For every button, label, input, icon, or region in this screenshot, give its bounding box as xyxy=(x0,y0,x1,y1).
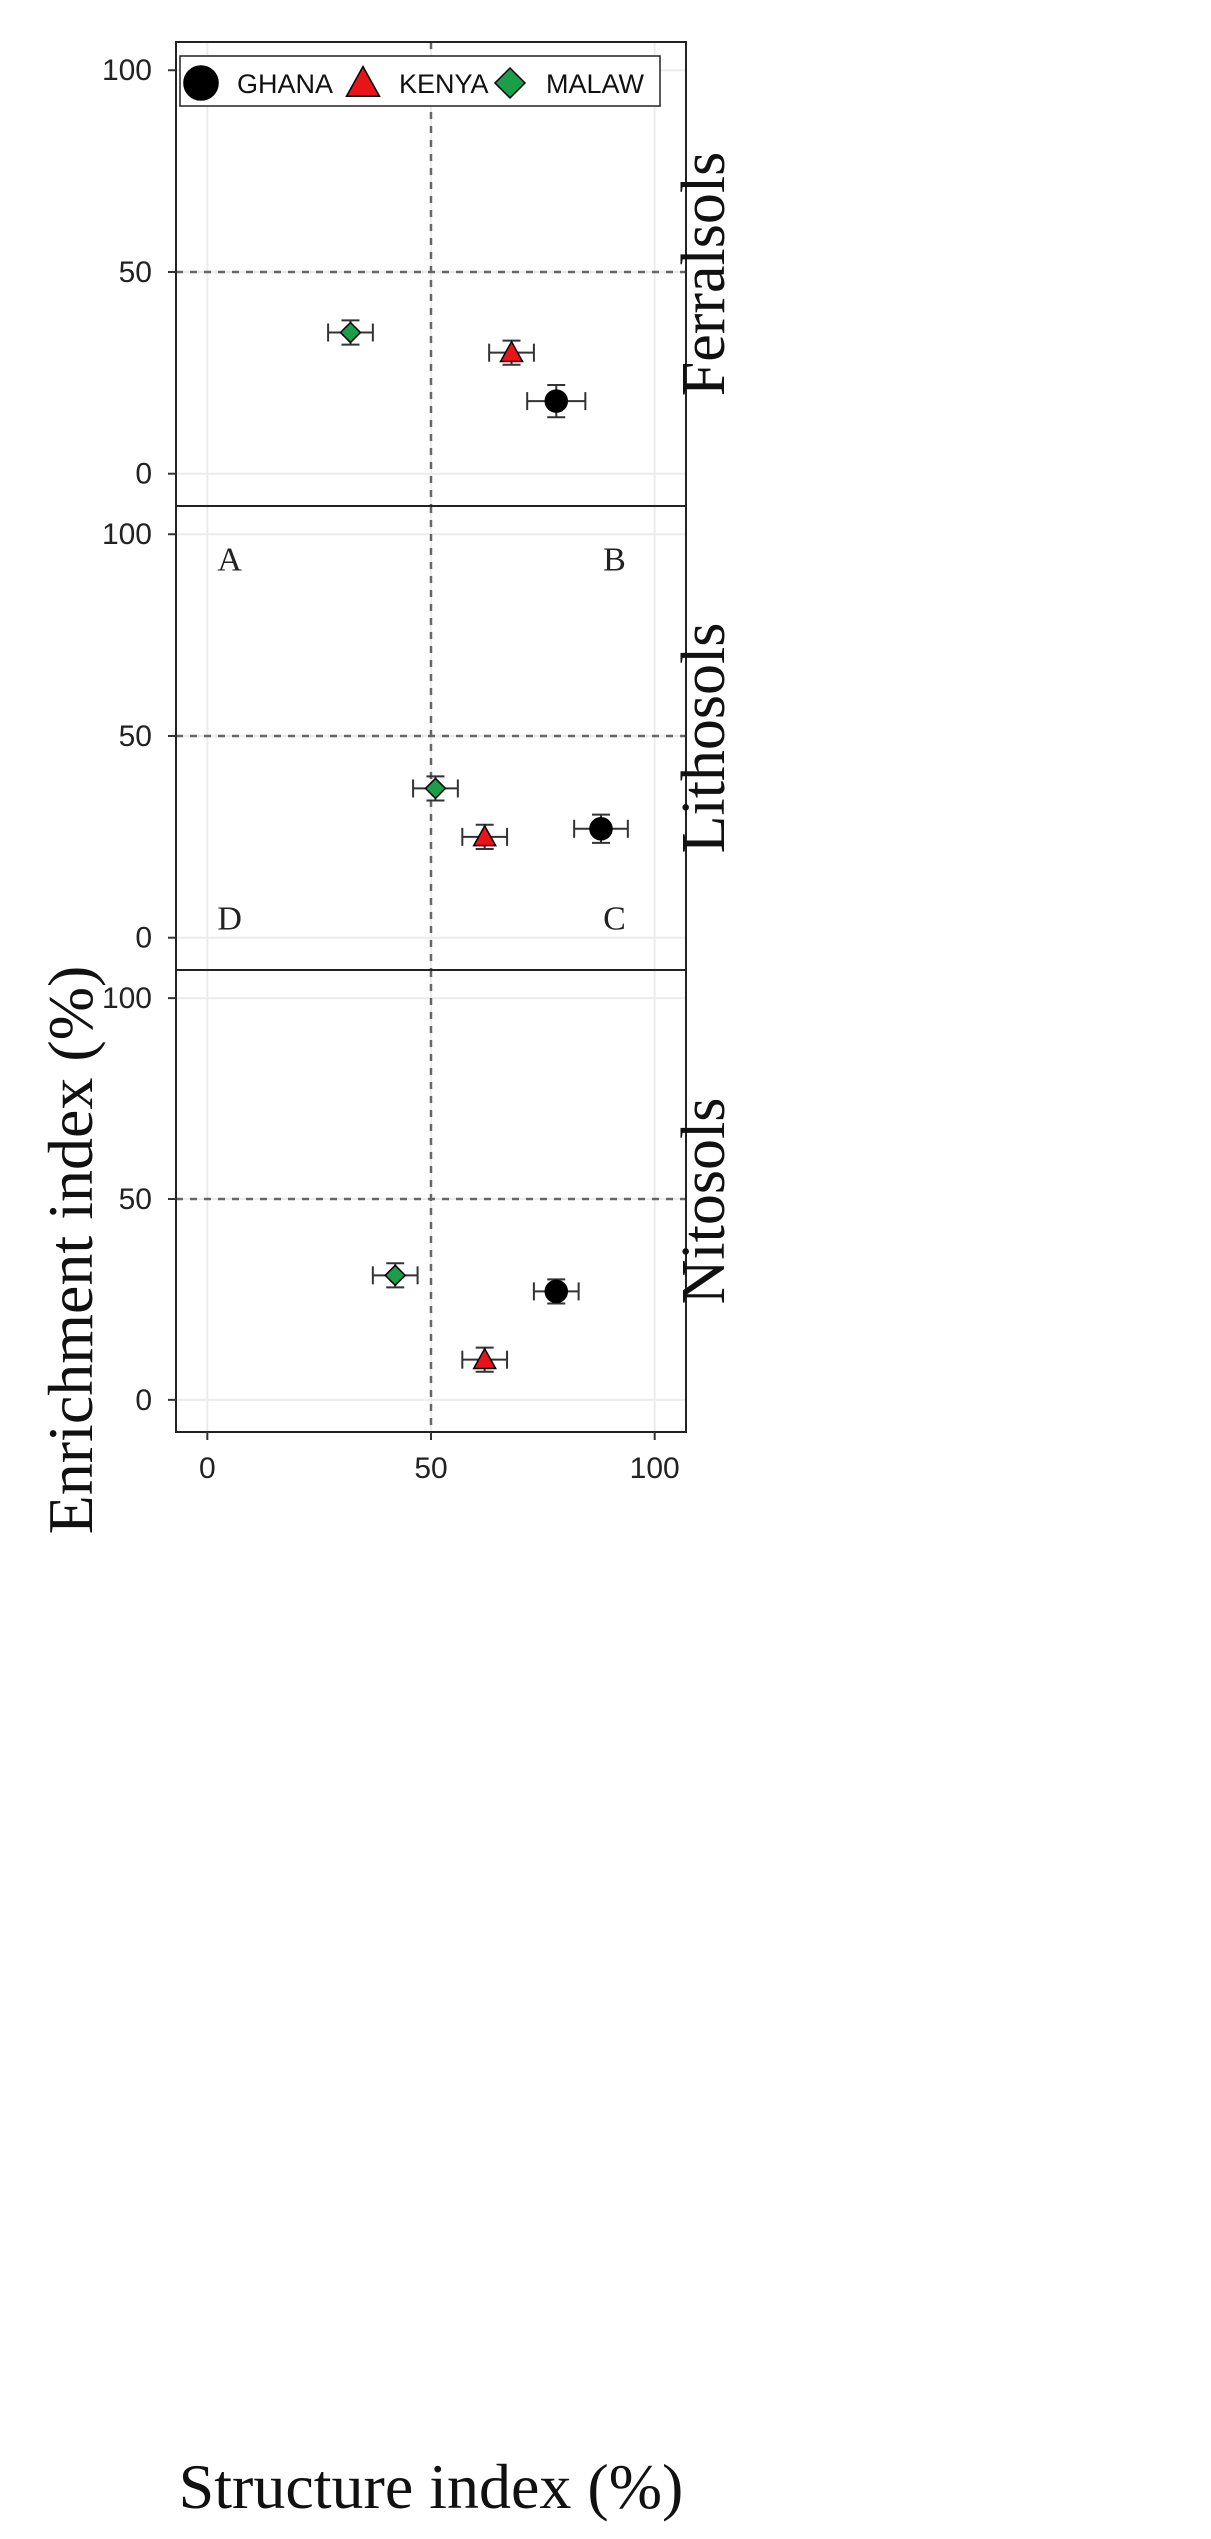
y-tick-label: 0 xyxy=(135,922,152,955)
y-tick-label: 50 xyxy=(119,1183,152,1216)
y-tick-label: 100 xyxy=(102,518,152,551)
quadrant-label-a: A xyxy=(217,541,242,578)
x-tick-label: 50 xyxy=(414,1452,447,1485)
x-tick-label: 100 xyxy=(630,1452,680,1485)
marker-kenya xyxy=(499,340,524,363)
legend-marker-kenya xyxy=(345,64,381,97)
y-tick-label: 100 xyxy=(102,54,152,87)
legend-label-ghana: GHANA xyxy=(237,69,333,99)
legend-entry-kenya: KENYA xyxy=(345,64,489,99)
data-point-malaw xyxy=(327,319,374,346)
legend-label-kenya: KENYA xyxy=(399,69,489,99)
x-axis-title: Structure index (%) xyxy=(179,2451,684,2522)
quadrant-label-c: C xyxy=(603,901,626,938)
strip-label-nitosols: Nitosols xyxy=(670,1098,738,1305)
data-point-kenya xyxy=(461,1346,509,1373)
legend-box xyxy=(179,55,661,107)
marker-ghana xyxy=(544,1279,569,1304)
y-tick-label: 100 xyxy=(102,982,152,1015)
y-tick-label: 0 xyxy=(135,1384,152,1417)
data-point-ghana xyxy=(526,383,587,419)
marker-malaw xyxy=(339,321,362,344)
marker-malaw xyxy=(424,777,447,800)
y-tick-label: 50 xyxy=(119,256,152,289)
strip-label-ferralsols: Ferralsols xyxy=(670,152,738,397)
x-tick-label: 0 xyxy=(199,1452,216,1485)
data-point-kenya xyxy=(488,339,535,366)
panel-nitosols: 0 50 100 Nitosols xyxy=(102,969,738,1433)
y-tick-label: 0 xyxy=(135,458,152,491)
legend: GHANA KENYA MALAW xyxy=(179,55,661,107)
legend-marker-ghana xyxy=(183,65,219,101)
marker-ghana xyxy=(544,389,569,413)
quadrant-label-d: D xyxy=(217,901,242,938)
marker-kenya xyxy=(472,1347,497,1370)
marker-malaw xyxy=(384,1264,407,1287)
marker-kenya xyxy=(472,824,497,847)
strip-label-lithosols: Lithosols xyxy=(670,623,738,854)
data-point-malaw xyxy=(412,775,459,802)
legend-entry-ghana: GHANA xyxy=(183,65,333,101)
panel-lithosols: 0 50 100 Lithosols A B D C xyxy=(102,505,738,971)
data-point-kenya xyxy=(461,823,509,850)
marker-ghana xyxy=(589,817,613,841)
panels: 0 50 100 Ferralsols 0 50 100 Lithosols A B D C 0 50 10… xyxy=(102,41,738,1485)
x-axis: 0 50 100 xyxy=(199,1432,680,1485)
y-axis-title: Enrichment index (%) xyxy=(35,966,106,1535)
legend-entry-malaw: MALAW xyxy=(493,66,645,100)
panel-ferralsols: 0 50 100 Ferralsols xyxy=(102,41,738,507)
data-point-ghana xyxy=(532,1278,580,1305)
data-point-malaw xyxy=(371,1262,419,1289)
data-point-ghana xyxy=(573,813,629,844)
legend-marker-malaw xyxy=(493,66,527,100)
y-tick-label: 50 xyxy=(119,720,152,753)
legend-label-malaw: MALAW xyxy=(546,69,645,99)
quadrant-label-b: B xyxy=(603,541,626,578)
